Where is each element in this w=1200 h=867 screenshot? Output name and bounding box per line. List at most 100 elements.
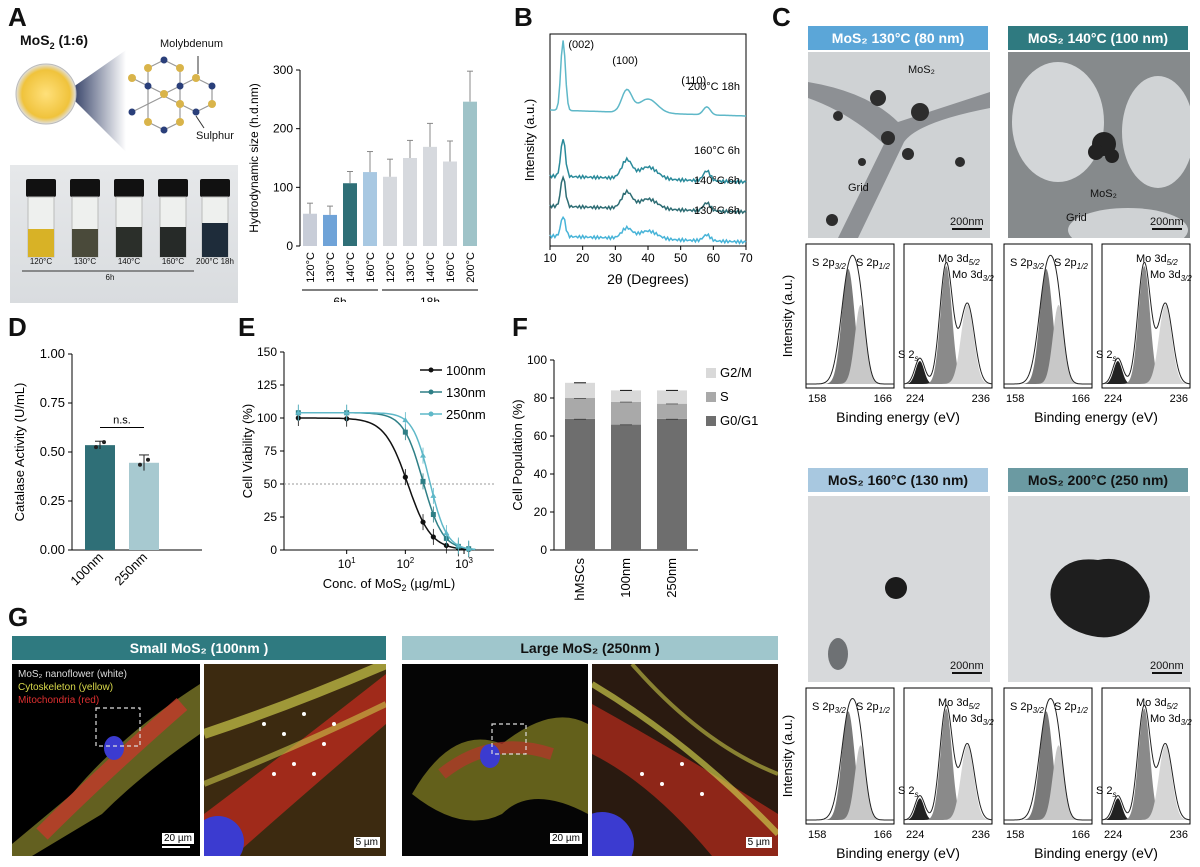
xps-envelope	[1101, 704, 1191, 821]
panel-label-c: C	[772, 2, 791, 32]
scalebar-small-zoom: 5 µm	[353, 837, 380, 848]
tem-160c: 200nm	[808, 496, 990, 682]
group-label: 6h	[333, 295, 346, 302]
vial-3	[114, 179, 144, 258]
mos2-particle-160c	[885, 577, 907, 599]
xps-tick-label: 166	[874, 393, 892, 405]
xps-peak-s2p32	[806, 268, 894, 384]
xps-peak-mo3d52	[1102, 266, 1190, 384]
y-tick-label: 100	[273, 180, 293, 194]
y-axis-label: Cell Viability (%)	[240, 404, 255, 498]
y-tick-label: 20	[534, 505, 548, 519]
xps-envelope	[903, 704, 993, 821]
legend-cytoskeleton: Cytoskeleton (yellow)	[18, 682, 114, 693]
tem-200c: 200nm	[1008, 496, 1190, 682]
y-tick-label: 0.00	[40, 542, 65, 557]
banner-200c: MoS₂ 200°C (250 nm)	[1008, 468, 1188, 492]
mos2-title: MoS2 (1:6)	[20, 32, 89, 51]
y-axis-label: Hydrodynamic size (h.d.nm)	[247, 83, 261, 232]
legend-swatch	[706, 368, 716, 378]
data-point	[146, 457, 150, 462]
y-axis-label: Catalase Activity (U/mL)	[12, 383, 27, 522]
y-tick-label: 0	[270, 543, 277, 557]
label-mo3d32: Mo 3d3/2	[1150, 269, 1192, 283]
scalebar-large-zoom: 5 µm	[745, 837, 772, 848]
tem-130c: MoS₂ Grid 200nm	[808, 52, 990, 238]
label-s2s: S 2s	[1096, 349, 1117, 363]
y-tick-label: 40	[534, 467, 548, 481]
legend-label: 250nm	[446, 407, 486, 422]
x-tick-label: 10	[543, 251, 557, 265]
y-tick-label: 0	[286, 239, 293, 253]
panel-label-g: G	[8, 602, 29, 632]
vial-2	[70, 179, 100, 258]
xps-y-label: Intensity (a.u.)	[780, 715, 795, 797]
nucleus-small	[104, 736, 124, 760]
legend-label: G0/G1	[720, 413, 758, 428]
xps-peak-mo3d32	[904, 304, 992, 384]
xps-tick-label: 236	[972, 393, 990, 405]
confocal-small-overview: MoS₂ nanoflower (white) Cytoskeleton (ye…	[12, 664, 200, 856]
stacked-bar-segment	[611, 424, 641, 550]
banner-small-mos2: Small MoS₂ (100nm )	[12, 636, 386, 660]
stacked-bar-segment	[565, 418, 595, 550]
scalebar-200c: 200nm	[1150, 660, 1184, 672]
label-mo3d52: Mo 3d5/2	[1136, 253, 1178, 267]
zoom-box-large	[491, 723, 527, 755]
x-tick-label: 100nm	[618, 558, 633, 598]
scalebar-140c: 200nm	[1150, 216, 1184, 228]
stacked-bar-segment	[565, 398, 595, 419]
zoom-cone	[66, 50, 126, 152]
y-tick-label: 200	[273, 122, 293, 136]
stacked-bar-segment	[565, 382, 595, 398]
xps-envelope	[806, 254, 894, 385]
dose-response-curve	[296, 411, 476, 551]
y-tick-label: 50	[264, 477, 278, 491]
vial-label-3: 140°C	[117, 257, 141, 266]
x-tick-label: 50	[674, 251, 688, 265]
chart-catalase: 0.00 0.25 0.50 0.75 1.00 Catalase Activity (U…	[12, 346, 202, 588]
series-label: 200°C 18h	[688, 81, 740, 93]
grid-annotation-140c: Grid	[1066, 212, 1087, 224]
y-tick-label: 300	[273, 63, 293, 77]
x-tick-label: 130°C	[325, 252, 337, 283]
vial-4	[158, 179, 188, 258]
legend-label: S	[720, 389, 729, 404]
grid-annotation-130c: Grid	[848, 182, 869, 194]
bar	[443, 161, 457, 246]
data-point	[102, 440, 106, 445]
y-tick-label: 0	[540, 543, 547, 557]
x-tick-label: 160°C	[445, 252, 457, 283]
scalebar-large-overview: 20 µm	[550, 833, 582, 844]
y-tick-label: 1.00	[40, 346, 65, 361]
x-tick-label: 40	[641, 251, 655, 265]
label-mo3d52: Mo 3d5/2	[1136, 697, 1178, 711]
scalebar-160c: 200nm	[950, 660, 984, 672]
y-tick-label: 100	[527, 353, 547, 367]
sulphur-label: Sulphur	[196, 130, 234, 142]
stacked-bar-segment	[657, 418, 687, 550]
group-label: 18h	[420, 295, 440, 302]
tem-140c: MoS₂ Grid 200nm	[1008, 52, 1190, 238]
label-s2s: S 2s	[898, 349, 919, 363]
xps-peak-mo3d52	[904, 266, 992, 384]
x-tick-label: 101	[338, 556, 356, 571]
vial-group-label: 6h	[105, 273, 115, 282]
lattice	[131, 59, 213, 131]
banner-140c: MoS₂ 140°C (100 nm)	[1008, 26, 1188, 50]
x-tick-label: 120°C	[305, 252, 317, 283]
label-mo3d52: Mo 3d5/2	[938, 697, 980, 711]
xps-x-label: Binding energy (eV)	[836, 845, 960, 861]
stacked-bar-segment	[657, 403, 687, 419]
label-s2p32: S 2p3/2	[812, 701, 846, 715]
stacked-bar-segment	[611, 390, 641, 402]
xps-x-label: Binding energy (eV)	[836, 409, 960, 425]
chart-hydrodynamic-size: 0 100 200 300 Hydrodynamic size (h.d.nm) 120°…	[247, 63, 478, 302]
mos2-annotation-140c: MoS₂	[1090, 188, 1117, 200]
label-mo3d32: Mo 3d3/2	[952, 269, 994, 283]
y-axis-label: Cell Population (%)	[510, 399, 525, 510]
y-tick-label: 75	[264, 444, 278, 458]
xps-envelope	[1004, 254, 1092, 385]
x-axis-label: Conc. of MoS2 (µg/mL)	[323, 576, 455, 592]
xps-peak-mo3d52	[1102, 708, 1190, 820]
